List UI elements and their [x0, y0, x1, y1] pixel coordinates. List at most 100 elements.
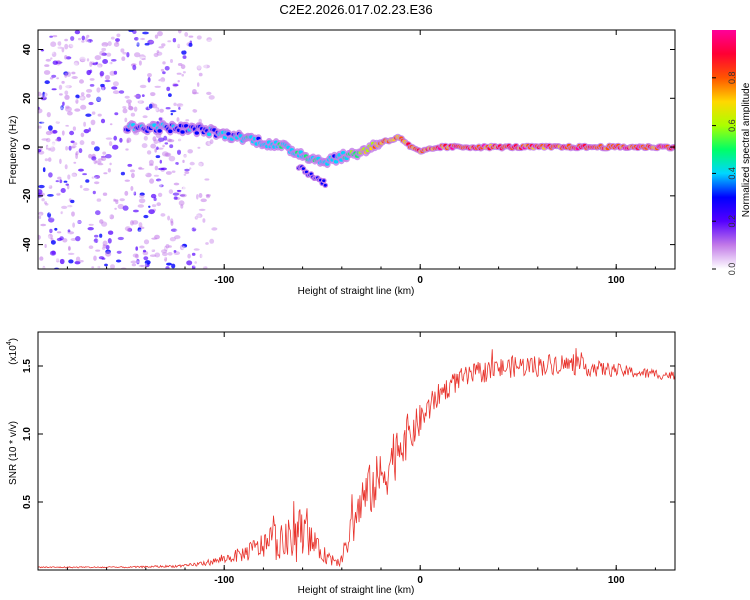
noise-speckle: [175, 162, 179, 165]
noise-speckle: [68, 160, 72, 163]
noise-speckle: [201, 264, 205, 268]
noise-speckle: [112, 81, 119, 87]
noise-speckle: [49, 146, 56, 152]
noise-speckle: [46, 94, 52, 97]
noise-speckle: [52, 60, 58, 65]
noise-speckle: [121, 152, 124, 156]
noise-speckle: [85, 36, 88, 43]
spectrogram-x-tick-label: -100: [214, 275, 234, 286]
noise-speckle: [172, 154, 177, 158]
noise-speckle: [89, 84, 95, 87]
noise-speckle: [105, 113, 110, 120]
noise-speckle: [141, 104, 148, 109]
noise-speckle: [199, 187, 205, 193]
noise-speckle: [124, 117, 128, 123]
noise-speckle: [166, 86, 171, 92]
noise-speckle: [184, 212, 191, 218]
noise-speckle: [156, 202, 161, 207]
noise-speckle: [121, 95, 127, 100]
noise-speckle: [96, 175, 101, 179]
noise-speckle: [114, 112, 119, 116]
noise-speckle: [115, 88, 120, 94]
noise-speckle: [99, 219, 104, 224]
noise-speckle: [115, 38, 120, 42]
noise-speckle: [198, 118, 202, 124]
noise-speckle: [93, 260, 101, 263]
noise-speckle: [143, 256, 149, 261]
noise-speckle: [136, 258, 140, 265]
noise-speckle: [83, 129, 90, 134]
noise-speckle: [126, 137, 132, 143]
noise-speckle: [196, 35, 202, 40]
noise-speckle: [49, 141, 56, 145]
noise-speckle: [186, 215, 193, 221]
noise-speckle: [99, 39, 104, 43]
noise-speckle: [150, 143, 157, 149]
noise-speckle: [208, 112, 215, 116]
noise-speckle: [91, 111, 96, 115]
noise-speckle: [62, 101, 65, 107]
spectrogram-x-tick-label: 100: [608, 275, 625, 286]
noise-speckle: [117, 106, 124, 112]
noise-speckle: [191, 265, 196, 269]
snr-frame: [37, 331, 676, 571]
noise-speckle: [133, 94, 140, 98]
noise-speckle: [170, 218, 174, 224]
noise-speckle: [184, 90, 190, 95]
noise-speckle: [162, 254, 167, 259]
noise-speckle: [136, 235, 141, 241]
noise-speckle: [56, 192, 61, 196]
noise-speckle: [203, 64, 211, 69]
noise-speckle: [96, 87, 101, 93]
noise-speckle: [188, 65, 195, 70]
noise-speckle: [85, 204, 90, 210]
noise-speckle: [180, 225, 185, 230]
noise-speckle: [89, 69, 93, 74]
noise-speckle: [64, 46, 70, 50]
noise-speckle: [51, 88, 57, 91]
noise-speckle: [38, 111, 41, 117]
noise-speckle: [75, 246, 79, 252]
noise-speckle: [71, 146, 76, 149]
noise-speckle: [204, 150, 211, 155]
noise-speckle: [52, 35, 58, 38]
spectrogram-axes: -100 0 100 -40 -20 0 20 40: [22, 30, 675, 286]
noise-speckle: [113, 135, 117, 141]
noise-speckle: [80, 56, 86, 62]
noise-speckle: [107, 230, 114, 235]
noise-speckle: [73, 60, 80, 66]
noise-speckle: [55, 138, 59, 142]
noise-speckle: [80, 92, 85, 96]
noise-speckle: [203, 63, 207, 69]
noise-speckle: [86, 89, 93, 93]
noise-speckle: [91, 156, 97, 161]
noise-speckle: [175, 146, 179, 149]
noise-speckle: [166, 138, 172, 142]
noise-speckle: [65, 83, 70, 89]
noise-speckle: [74, 261, 81, 265]
noise-speckle: [210, 117, 213, 120]
noise-speckle: [156, 51, 163, 56]
noise-speckle: [208, 157, 212, 160]
noise-speckle: [162, 61, 166, 65]
noise-speckle: [152, 136, 157, 142]
noise-speckle: [49, 35, 53, 38]
noise-speckle: [94, 55, 102, 61]
noise-speckle: [38, 125, 42, 129]
noise-speckle: [51, 74, 57, 78]
noise-speckle: [46, 265, 51, 269]
noise-speckle: [99, 233, 103, 238]
noise-speckle: [75, 256, 81, 262]
snr-x-tick-label: -100: [214, 575, 234, 586]
noise-speckle: [47, 243, 51, 247]
noise-speckle: [67, 111, 73, 116]
noise-speckle: [172, 257, 179, 261]
noise-speckle: [94, 146, 100, 152]
noise-speckle: [208, 158, 214, 162]
noise-speckle: [198, 193, 203, 198]
noise-speckle: [204, 89, 207, 92]
noise-speckle: [57, 46, 62, 49]
noise-speckle: [148, 205, 151, 208]
noise-speckle: [162, 71, 166, 75]
noise-speckle: [170, 112, 173, 116]
